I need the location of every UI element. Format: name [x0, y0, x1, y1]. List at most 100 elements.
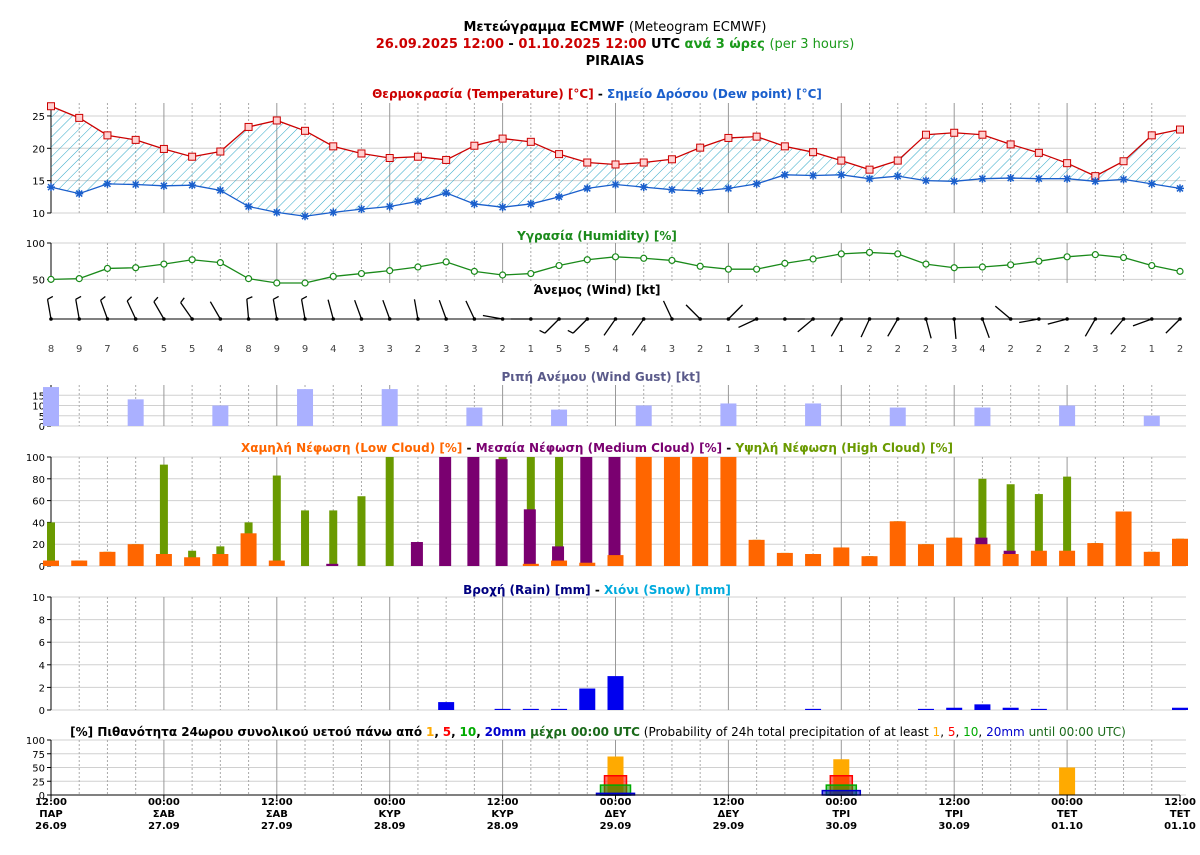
- gust-panel-title: Ριπή Ανέμου (Wind Gust) [kt]: [502, 370, 701, 384]
- precip-ytick-label: 6: [39, 638, 45, 649]
- humidity-point: [329, 272, 337, 281]
- low-cloud-bar: [748, 539, 765, 566]
- gust-bar: [889, 407, 906, 426]
- wind-barb-origin: [754, 317, 759, 321]
- wind-speed-label: 9: [302, 344, 308, 355]
- medium-cloud-bar: [495, 459, 508, 566]
- wind-barb: [272, 299, 278, 320]
- wind-barb-flag: [180, 297, 185, 304]
- x-axis-date-label: 01.10: [1164, 821, 1196, 832]
- medium-cloud-bar: [410, 542, 423, 566]
- temperature-point: [667, 155, 676, 164]
- dewpoint-point: [216, 186, 225, 195]
- wind-speed-label: 3: [951, 344, 957, 355]
- humidity-point: [386, 267, 394, 275]
- humidity-point: [696, 262, 704, 270]
- wind-barb: [994, 305, 1012, 320]
- wind-barb-origin: [698, 317, 702, 321]
- x-axis-time-label: 00:00: [825, 797, 857, 808]
- dewpoint-point: [639, 183, 648, 192]
- period-start: 26.09.2025 12:00: [376, 37, 504, 52]
- wind-speed-label: 1: [725, 344, 731, 355]
- dewpoint-point: [526, 199, 535, 208]
- temperature-point: [1034, 148, 1043, 157]
- wind-panel-title: Άνεμος (Wind) [kt]: [533, 283, 660, 297]
- wind-barb: [126, 300, 137, 320]
- temperature-point: [244, 122, 253, 131]
- temperature-point: [752, 132, 761, 141]
- humidity-point: [160, 260, 168, 268]
- humidity-point: [753, 265, 761, 273]
- wind-barb-origin: [585, 317, 590, 321]
- wind-speed-label: 3: [387, 344, 393, 355]
- wind-speed-label: 4: [612, 344, 618, 355]
- step-en: (per 3 hours): [769, 37, 854, 52]
- humidity-point: [132, 264, 140, 272]
- low-cloud-bar: [240, 533, 257, 566]
- wind-barb: [153, 301, 165, 320]
- wind-speed-label: 1: [1149, 344, 1155, 355]
- wind-barb: [413, 299, 419, 320]
- wind-speed-label: 2: [1177, 344, 1183, 355]
- dewpoint-point: [75, 189, 84, 198]
- wind-barb: [727, 304, 744, 320]
- humidity-point: [922, 260, 930, 268]
- low-cloud-bar: [692, 457, 709, 566]
- wind-barb-origin: [670, 317, 674, 321]
- gust-bar: [127, 399, 144, 426]
- wind-speed-label: 7: [104, 344, 110, 355]
- low-cloud-bar: [607, 555, 624, 566]
- gust-bar: [212, 405, 229, 426]
- cloud-ytick-label: 100: [26, 453, 45, 464]
- cloud-ytick-label: 20: [32, 540, 45, 551]
- humidity-point: [865, 248, 874, 257]
- temperature-point: [639, 158, 648, 167]
- title-bold: Μετεώγραμμα ECMWF: [463, 20, 624, 35]
- humidity-point: [527, 269, 535, 278]
- dewpoint-point: [921, 176, 930, 185]
- dewpoint-point: [1119, 175, 1128, 184]
- wind-barb-origin: [331, 317, 336, 321]
- dewpoint-point: [667, 185, 676, 194]
- step-gr: ανά 3 ώρες: [685, 37, 765, 52]
- humidity-point: [47, 275, 55, 283]
- high-cloud-bar: [357, 496, 366, 566]
- low-cloud-bar: [212, 554, 229, 566]
- wind-barb-flag: [539, 329, 546, 334]
- dewpoint-point: [555, 192, 564, 201]
- wind-barb-origin: [133, 317, 138, 321]
- temperature-point: [978, 130, 987, 139]
- rain-bar: [522, 708, 539, 710]
- precip-ytick-label: 2: [39, 683, 45, 694]
- wind-barb-origin: [387, 317, 392, 321]
- prob-ytick-label: 100: [26, 736, 45, 747]
- temperature-point: [724, 133, 733, 142]
- high-cloud-bar: [1034, 494, 1043, 566]
- temperature-point: [498, 134, 507, 143]
- gust-bar: [466, 407, 483, 426]
- wind-speed-label: 9: [76, 344, 82, 355]
- low-cloud-bar: [917, 544, 934, 566]
- humidity-point: [244, 275, 253, 283]
- humidity-point: [809, 255, 817, 263]
- temperature-point: [921, 130, 930, 139]
- wind-speed-label: 2: [499, 344, 505, 355]
- dewpoint-point: [1006, 174, 1015, 183]
- wind-barb: [1110, 318, 1125, 335]
- humidity-point: [499, 271, 507, 279]
- high-cloud-bar: [978, 478, 987, 566]
- x-axis-day-label: ΤΡΙ: [832, 809, 850, 820]
- wind-barb: [1165, 318, 1181, 334]
- wind-speed-label: 4: [641, 344, 647, 355]
- wind-barb-origin: [246, 317, 251, 321]
- dewpoint-point: [159, 181, 168, 190]
- low-cloud-bar: [1030, 550, 1047, 566]
- wind-barb-origin: [613, 317, 618, 321]
- rain-bar: [1030, 708, 1047, 710]
- gust-bar: [381, 389, 398, 426]
- x-axis-time-label: 12:00: [261, 797, 293, 808]
- wind-barb-origin: [641, 317, 646, 321]
- low-cloud-bar: [889, 521, 906, 566]
- wind-barb-origin: [895, 317, 900, 321]
- dewpoint-point: [1034, 174, 1043, 183]
